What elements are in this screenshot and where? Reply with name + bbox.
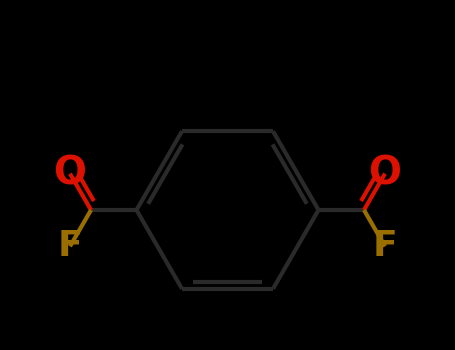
- Text: O: O: [369, 155, 401, 192]
- Text: F: F: [373, 229, 397, 263]
- Text: F: F: [58, 229, 82, 263]
- Text: O: O: [54, 155, 86, 192]
